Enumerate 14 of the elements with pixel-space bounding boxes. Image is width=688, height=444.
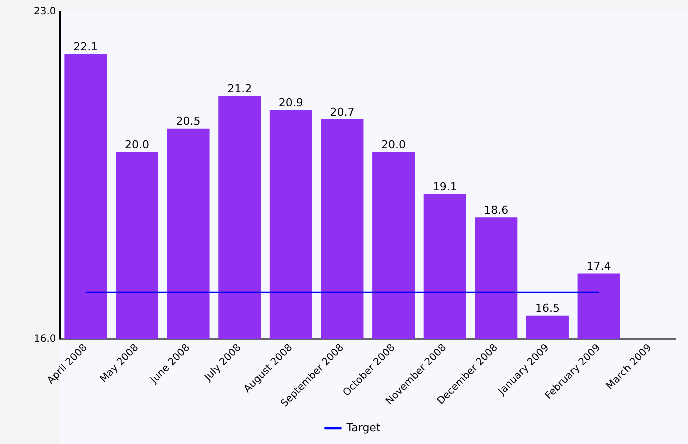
y-tick-label: 16.0 <box>34 334 56 345</box>
data-label: 17.4 <box>586 260 612 274</box>
data-label: 19.1 <box>432 180 458 194</box>
data-label: 18.6 <box>484 204 509 218</box>
data-label: 16.5 <box>535 302 560 316</box>
data-label: 20.5 <box>176 115 201 128</box>
data-label: 20.0 <box>124 138 150 152</box>
data-label: 20.0 <box>382 138 406 152</box>
y-tick-label: 23.0 <box>34 6 56 18</box>
data-label: 22.1 <box>74 40 98 54</box>
legend-label: Target <box>346 421 382 434</box>
data-label: 20.7 <box>330 106 355 119</box>
data-label: 20.9 <box>278 96 304 110</box>
data-label: 21.2 <box>228 82 252 96</box>
